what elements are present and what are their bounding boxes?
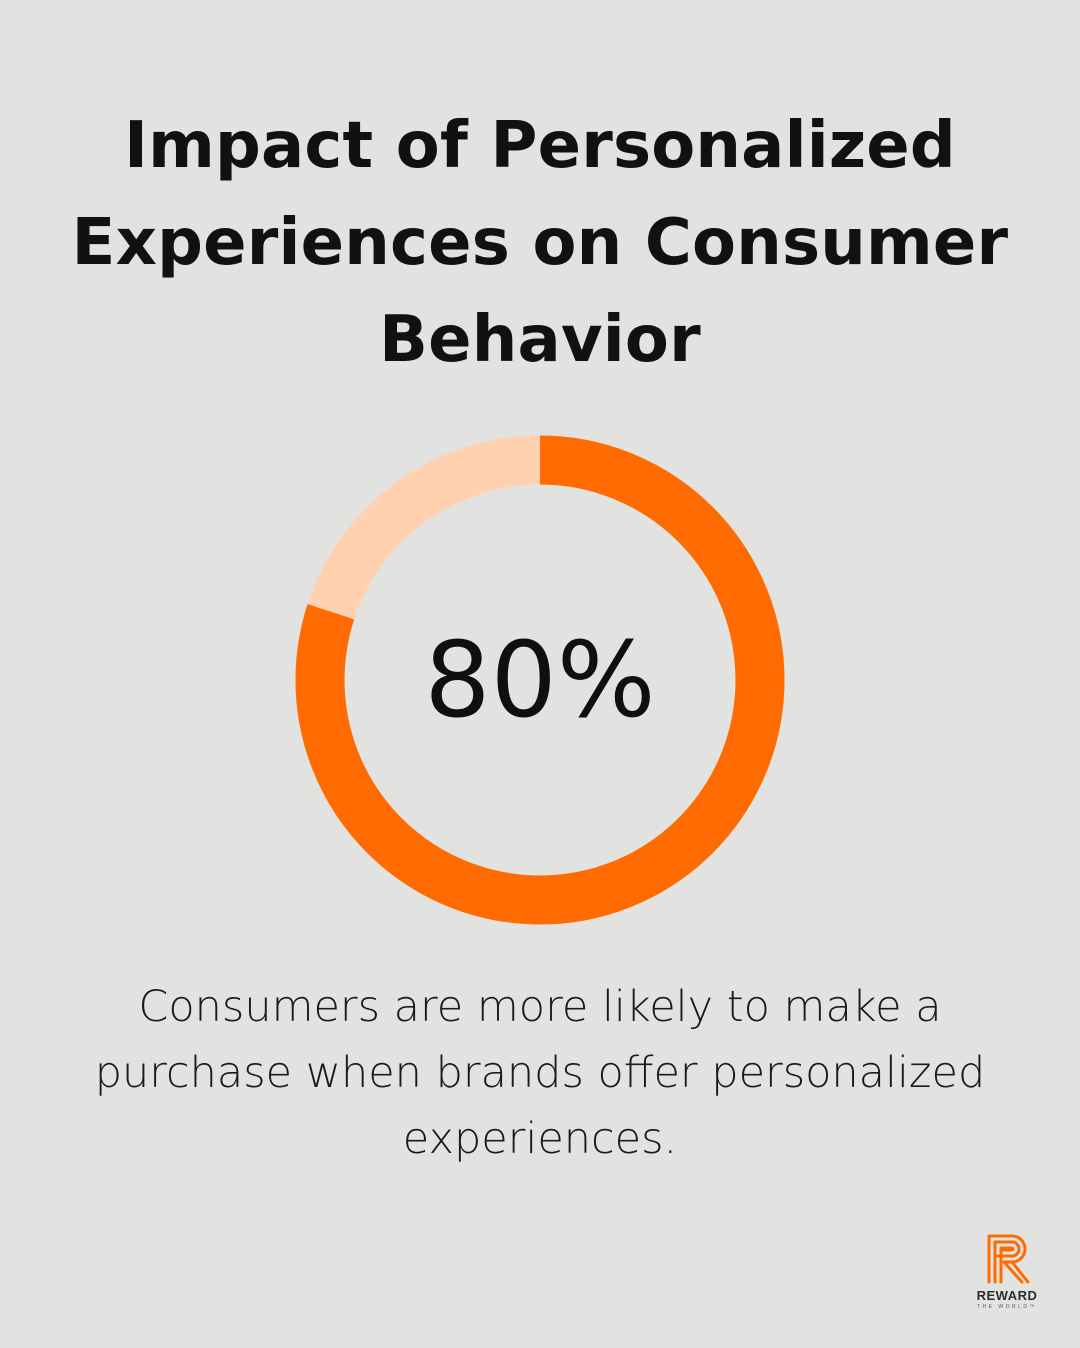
logo-wordmark: REWARD (976, 1288, 1038, 1303)
page-title: Impact of Personalized Experiences on Co… (71, 109, 1009, 377)
logo-tagline: THE WORLD™ (977, 1304, 1037, 1310)
donut-svg (295, 435, 785, 925)
donut-center-value: 80% (424, 619, 656, 741)
donut-filled-segment (295, 435, 785, 925)
r-logo-icon (987, 1234, 1030, 1284)
donut-chart: 80% (290, 430, 790, 930)
reward-logo: REWARD THE WORLD™ (964, 1230, 1050, 1314)
caption-text: Consumers are more likely to make a purc… (94, 982, 986, 1164)
